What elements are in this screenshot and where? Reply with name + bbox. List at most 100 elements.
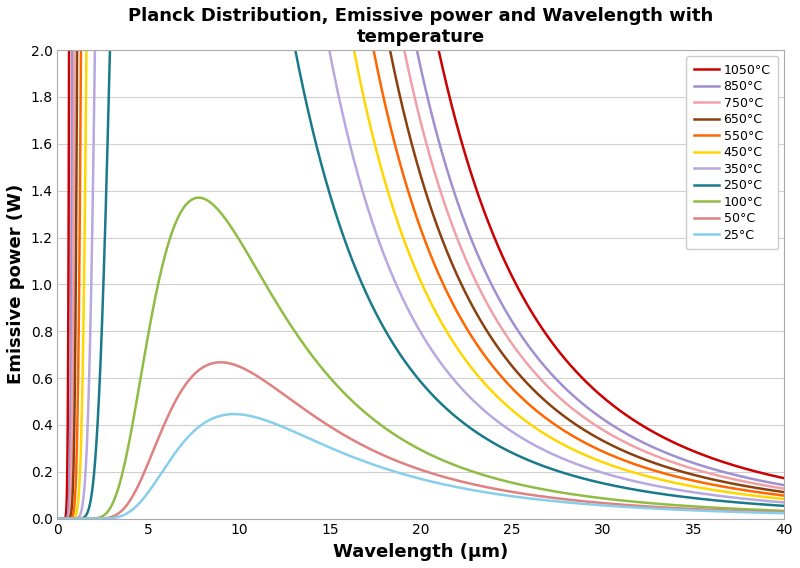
350°C	[90, 47, 100, 53]
450°C	[66, 515, 75, 522]
50°C	[483, 484, 493, 491]
350°C	[54, 515, 63, 522]
550°C	[54, 515, 63, 522]
450°C	[82, 47, 91, 53]
250°C	[54, 515, 64, 522]
750°C	[55, 515, 65, 522]
650°C	[72, 159, 82, 166]
Line: 650°C: 650°C	[58, 50, 77, 519]
750°C	[54, 515, 63, 522]
1050°C	[56, 515, 66, 522]
100°C	[630, 498, 640, 505]
25°C	[54, 515, 63, 522]
250°C	[61, 515, 70, 522]
850°C	[67, 85, 77, 91]
750°C	[70, 47, 79, 53]
50°C	[90, 515, 100, 522]
Line: 250°C: 250°C	[58, 50, 110, 519]
1050°C	[57, 515, 66, 522]
50°C	[54, 515, 63, 522]
1050°C	[62, 508, 71, 515]
550°C	[63, 515, 73, 522]
750°C	[54, 515, 64, 522]
250°C	[54, 515, 63, 522]
750°C	[62, 515, 72, 522]
450°C	[54, 515, 63, 522]
550°C	[62, 515, 72, 522]
350°C	[73, 515, 82, 521]
250°C	[73, 515, 82, 522]
100°C	[515, 481, 525, 488]
350°C	[86, 334, 95, 341]
850°C	[54, 515, 64, 522]
50°C	[317, 417, 326, 424]
50°C	[630, 502, 640, 509]
1050°C	[64, 47, 74, 53]
Line: 350°C: 350°C	[58, 50, 95, 519]
650°C	[72, 47, 82, 53]
100°C	[592, 494, 602, 501]
250°C	[85, 504, 94, 511]
Line: 450°C: 450°C	[58, 50, 86, 519]
450°C	[67, 515, 77, 522]
1050°C	[62, 483, 72, 490]
650°C	[55, 515, 65, 522]
25°C	[779, 510, 789, 517]
25°C	[230, 411, 239, 417]
350°C	[58, 515, 67, 522]
650°C	[54, 515, 63, 522]
850°C	[65, 458, 74, 465]
450°C	[57, 515, 66, 522]
850°C	[63, 509, 73, 516]
Legend: 1050°C, 850°C, 750°C, 650°C, 550°C, 450°C, 350°C, 250°C, 100°C, 50°C, 25°C: 1050°C, 850°C, 750°C, 650°C, 550°C, 450°…	[686, 56, 778, 249]
550°C	[58, 515, 67, 522]
650°C	[67, 505, 77, 512]
100°C	[779, 507, 789, 514]
25°C	[317, 440, 326, 447]
50°C	[515, 490, 525, 496]
750°C	[56, 515, 66, 522]
Line: 100°C: 100°C	[58, 198, 784, 519]
Line: 1050°C: 1050°C	[58, 50, 69, 519]
250°C	[55, 515, 65, 522]
850°C	[54, 515, 63, 522]
Line: 50°C: 50°C	[58, 362, 784, 519]
Line: 850°C: 850°C	[58, 50, 72, 519]
450°C	[62, 515, 72, 522]
550°C	[70, 506, 79, 513]
50°C	[779, 509, 789, 516]
25°C	[630, 504, 640, 511]
50°C	[216, 359, 226, 366]
350°C	[58, 515, 67, 522]
750°C	[59, 515, 69, 522]
450°C	[79, 277, 89, 283]
850°C	[60, 515, 70, 522]
25°C	[515, 494, 525, 500]
650°C	[66, 512, 75, 519]
25°C	[483, 489, 493, 496]
250°C	[58, 515, 68, 522]
Line: 750°C: 750°C	[58, 50, 74, 519]
750°C	[68, 287, 78, 294]
550°C	[76, 47, 86, 53]
1050°C	[62, 441, 72, 448]
1050°C	[54, 515, 63, 522]
Line: 550°C: 550°C	[58, 50, 81, 519]
Y-axis label: Emissive power (W): Emissive power (W)	[7, 184, 25, 385]
100°C	[317, 364, 326, 371]
550°C	[75, 175, 85, 182]
650°C	[60, 515, 70, 522]
1050°C	[60, 515, 70, 522]
50°C	[592, 499, 602, 506]
100°C	[90, 515, 100, 522]
250°C	[105, 47, 114, 53]
650°C	[58, 515, 68, 522]
Line: 25°C: 25°C	[58, 414, 784, 519]
X-axis label: Wavelength (μm): Wavelength (μm)	[334, 543, 509, 561]
100°C	[54, 515, 63, 522]
Title: Planck Distribution, Emissive power and Wavelength with
temperature: Planck Distribution, Emissive power and …	[128, 7, 714, 46]
350°C	[54, 515, 63, 522]
100°C	[194, 194, 203, 201]
100°C	[483, 473, 493, 480]
350°C	[78, 502, 87, 508]
